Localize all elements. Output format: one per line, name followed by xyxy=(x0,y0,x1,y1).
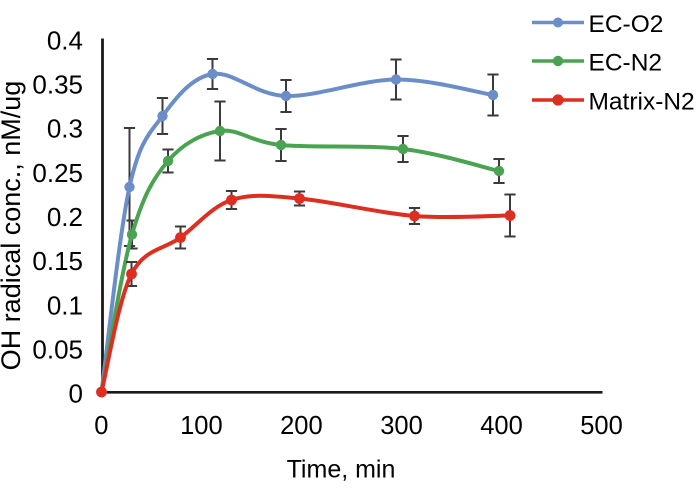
svg-text:0.05: 0.05 xyxy=(32,334,83,364)
svg-text:OH radical conc., nM/ug: OH radical conc., nM/ug xyxy=(0,81,26,371)
svg-text:EC-O2: EC-O2 xyxy=(589,11,664,38)
svg-text:0.3: 0.3 xyxy=(47,114,83,144)
svg-text:0.2: 0.2 xyxy=(47,202,83,232)
svg-text:0: 0 xyxy=(69,379,83,409)
svg-text:100: 100 xyxy=(180,412,223,440)
svg-text:400: 400 xyxy=(480,412,523,440)
svg-text:0.1: 0.1 xyxy=(47,290,83,320)
svg-text:0.4: 0.4 xyxy=(47,25,83,55)
svg-text:0: 0 xyxy=(94,412,108,440)
svg-text:Matrix-N2: Matrix-N2 xyxy=(589,88,695,115)
svg-text:Time, min: Time, min xyxy=(287,456,396,484)
svg-text:EC-N2: EC-N2 xyxy=(589,49,663,76)
svg-text:0.25: 0.25 xyxy=(32,158,83,188)
svg-text:0.15: 0.15 xyxy=(32,246,83,276)
svg-text:300: 300 xyxy=(380,412,423,440)
svg-text:200: 200 xyxy=(280,412,323,440)
svg-text:500: 500 xyxy=(580,412,623,440)
svg-text:0.35: 0.35 xyxy=(32,69,83,99)
